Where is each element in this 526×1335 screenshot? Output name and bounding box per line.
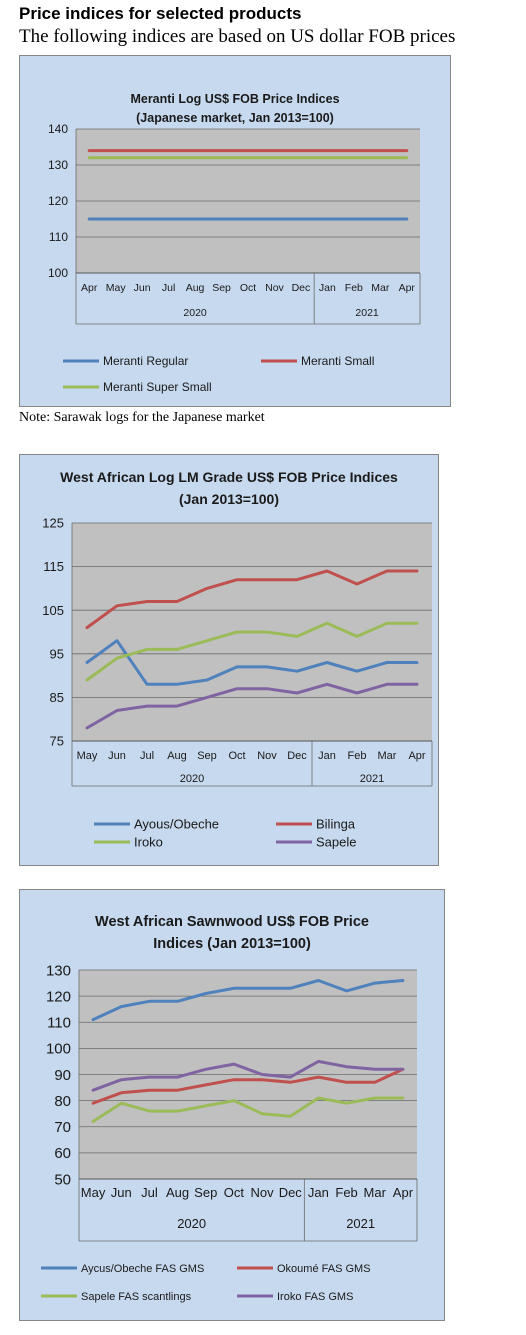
x-tick-label: Jan [308, 1185, 329, 1200]
x-tick-label: Nov [251, 1185, 275, 1200]
series-line-1 [91, 979, 405, 1022]
page-subheading: The following indices are based on US do… [19, 26, 456, 47]
chart-subtitle: (Jan 2013=100) [179, 491, 279, 507]
meranti-chart: Meranti Log US$ FOB Price Indices (Japane… [19, 55, 451, 407]
legend-label: Okoumé FAS GMS [277, 1263, 371, 1275]
y-tick-label: 130 [48, 158, 68, 172]
y-tick-label: 60 [54, 1145, 71, 1162]
y-tick-label: 80 [54, 1093, 71, 1110]
y-tick-label: 100 [46, 1041, 71, 1058]
year-label: 2021 [346, 1216, 375, 1231]
year-label: 2021 [360, 773, 384, 785]
x-tick-label: Sep [194, 1185, 217, 1200]
x-tick-label: Apr [399, 282, 416, 294]
y-tick-label: 115 [43, 559, 64, 574]
series-line-4 [85, 682, 419, 730]
x-tick-label: Nov [265, 282, 284, 294]
chart-subtitle: Indices (Jan 2013=100) [153, 936, 311, 952]
x-tick-label: Oct [240, 282, 256, 294]
x-tick-label: Oct [228, 750, 245, 762]
x-tick-label: Nov [257, 750, 277, 762]
y-tick-label: 130 [46, 962, 71, 979]
x-tick-label: Jan [318, 750, 336, 762]
legend-label: Sapele [316, 835, 356, 850]
chart-svg: West African Sawnwood US$ FOB Price Indic… [19, 889, 445, 1321]
legend-label: Meranti Regular [103, 354, 188, 368]
chart-title: West African Sawnwood US$ FOB Price [95, 914, 369, 930]
x-tick-label: May [81, 1185, 106, 1200]
series-line-3 [91, 1096, 405, 1123]
x-tick-label: Apr [393, 1185, 414, 1200]
y-tick-label: 110 [47, 1015, 71, 1032]
y-tick-label: 90 [54, 1067, 71, 1084]
chart-title: West African Log LM Grade US$ FOB Price … [60, 469, 398, 485]
y-tick-label: 120 [48, 194, 68, 208]
legend-label: Aycus/Obeche FAS GMS [81, 1263, 204, 1275]
y-tick-label: 100 [48, 266, 68, 280]
series-line-1 [85, 639, 419, 686]
chart-svg: West African Log LM Grade US$ FOB Price … [19, 454, 439, 866]
y-tick-label: 110 [49, 230, 68, 244]
y-tick-label: 120 [46, 988, 71, 1005]
x-tick-label: Apr [81, 282, 98, 294]
west-african-sawnwood-chart: West African Sawnwood US$ FOB Price Indic… [19, 889, 445, 1321]
year-label: 2021 [355, 307, 379, 319]
x-tick-label: May [77, 750, 98, 762]
series-line-4 [91, 1059, 405, 1092]
year-label: 2020 [180, 773, 204, 785]
x-tick-label: Sep [197, 750, 217, 762]
x-tick-label: Oct [224, 1185, 245, 1200]
x-tick-label: Feb [348, 750, 367, 762]
series-line-3 [85, 621, 419, 682]
legend-label: Ayous/Obeche [134, 817, 219, 832]
y-tick-label: 95 [50, 646, 64, 661]
x-tick-label: Jun [134, 282, 151, 294]
y-tick-label: 70 [54, 1119, 71, 1136]
legend-label: Meranti Small [301, 354, 374, 368]
x-tick-label: Jul [141, 1185, 158, 1200]
x-tick-label: Dec [292, 282, 311, 294]
y-tick-label: 125 [42, 516, 64, 531]
x-tick-label: Apr [408, 750, 425, 762]
chart-subtitle: (Japanese market, Jan 2013=100) [136, 111, 334, 125]
x-tick-label: Aug [186, 282, 205, 294]
x-tick-label: Jan [319, 282, 336, 294]
y-tick-label: 50 [54, 1171, 71, 1188]
series-line-2 [91, 1067, 405, 1105]
x-tick-label: Jul [140, 750, 154, 762]
legend-label: Iroko FAS GMS [277, 1291, 353, 1303]
year-label: 2020 [183, 307, 207, 319]
chart-note: Note: Sarawak logs for the Japanese mark… [19, 410, 265, 425]
x-tick-label: Jul [162, 282, 175, 294]
x-tick-label: Jun [111, 1185, 132, 1200]
x-tick-label: Dec [279, 1185, 303, 1200]
x-tick-label: Jun [108, 750, 126, 762]
x-tick-label: May [106, 282, 127, 294]
legend-label: Sapele FAS scantlings [81, 1291, 192, 1303]
page-heading: Price indices for selected products [19, 4, 302, 23]
y-tick-label: 105 [42, 603, 64, 618]
x-tick-label: Mar [371, 282, 390, 294]
legend-label: Iroko [134, 835, 163, 850]
x-tick-label: Feb [345, 282, 363, 294]
y-tick-label: 85 [50, 690, 64, 705]
x-tick-label: Mar [364, 1185, 387, 1200]
y-tick-label: 75 [50, 734, 64, 749]
legend-label: Bilinga [316, 817, 356, 832]
west-african-log-chart: West African Log LM Grade US$ FOB Price … [19, 454, 439, 866]
chart-title: Meranti Log US$ FOB Price Indices [130, 92, 339, 106]
x-tick-label: Sep [212, 282, 231, 294]
series-line-2 [85, 569, 419, 630]
x-tick-label: Aug [166, 1185, 189, 1200]
x-tick-label: Dec [287, 750, 307, 762]
legend-label: Meranti Super Small [103, 380, 212, 394]
x-tick-label: Mar [378, 750, 397, 762]
y-tick-label: 140 [48, 122, 68, 136]
x-tick-label: Feb [335, 1185, 357, 1200]
year-label: 2020 [177, 1216, 206, 1231]
x-tick-label: Aug [167, 750, 187, 762]
chart-svg: Meranti Log US$ FOB Price Indices (Japane… [19, 55, 451, 407]
